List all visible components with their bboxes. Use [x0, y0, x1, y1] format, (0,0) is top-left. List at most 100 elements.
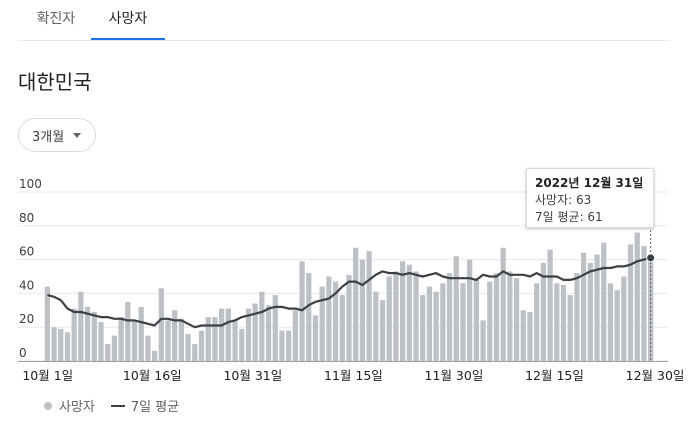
bar [433, 291, 439, 361]
bar [513, 278, 520, 361]
bar [138, 306, 144, 361]
bar [520, 310, 526, 361]
bar [252, 303, 258, 361]
x-tick-label: 12월 30일 [626, 368, 685, 383]
bar [446, 273, 453, 361]
bar [460, 283, 466, 361]
period-selected: 3개월 [32, 129, 65, 145]
chart-tooltip: 2022년 12월 31일 사망자: 63 7일 평균: 61 [526, 168, 654, 228]
bar [386, 276, 392, 361]
bar [312, 315, 319, 361]
bar [272, 295, 278, 361]
x-tick-label: 12월 15일 [525, 368, 584, 383]
x-tick-label: 10월 31일 [223, 368, 282, 383]
bar [534, 283, 540, 361]
bar [641, 246, 647, 361]
bar [420, 295, 426, 361]
bar [319, 286, 325, 361]
region-title: 대한민국 [18, 70, 92, 94]
bar [379, 300, 386, 361]
bar [205, 317, 211, 361]
bar [158, 288, 164, 361]
deaths-chart: 0 20 40 60 80 100 10월 1일 10월 16일 10월 31일 11월 15일 1… [18, 174, 685, 383]
bar [621, 276, 627, 361]
bar [400, 261, 406, 361]
bar [426, 286, 433, 361]
bar [614, 290, 620, 361]
bar [406, 264, 412, 361]
x-tick-label: 10월 1일 [22, 368, 73, 383]
caret-down-icon [73, 132, 82, 138]
bar [339, 295, 345, 361]
tooltip-deaths: 사망자: 63 [535, 193, 592, 207]
bar [581, 252, 587, 361]
bar [306, 273, 312, 361]
bar [527, 311, 533, 361]
bar [198, 330, 205, 361]
average-line [47, 256, 651, 329]
bar [547, 249, 553, 361]
bar [185, 333, 191, 361]
bar [51, 327, 57, 361]
bar [178, 318, 185, 361]
bar [44, 286, 50, 361]
legend-bars-label: 사망자 [59, 400, 95, 415]
bar [346, 274, 352, 361]
bar [601, 242, 607, 361]
bar [607, 283, 614, 361]
bar [453, 256, 459, 361]
bar [467, 259, 473, 361]
bar [225, 308, 231, 361]
bar [627, 244, 634, 361]
tab-deaths[interactable]: 사망자 [91, 8, 165, 40]
bar [594, 254, 600, 361]
bar [359, 259, 366, 361]
bar [507, 271, 513, 361]
bar [366, 251, 372, 361]
bar [151, 350, 158, 361]
bar [567, 295, 573, 361]
bar [413, 271, 419, 361]
bar [480, 320, 486, 361]
x-tick-label: 11월 30일 [425, 368, 484, 383]
period-dropdown[interactable]: 3개월 [18, 118, 96, 152]
bar [332, 281, 339, 361]
bar [292, 310, 298, 361]
y-tick-label: 80 [19, 211, 34, 225]
legend-line-label: 7일 평균 [130, 400, 180, 415]
bar [279, 330, 285, 361]
bar [239, 328, 245, 361]
tooltip-date: 2022년 12월 31일 [535, 176, 644, 190]
bar [286, 330, 292, 361]
bar [111, 335, 117, 361]
bar [554, 283, 560, 361]
tab-confirmed[interactable]: 확진자 [36, 11, 76, 27]
bar [634, 232, 640, 361]
bar [232, 320, 238, 361]
bar [540, 262, 547, 361]
bar [326, 276, 332, 361]
tab-bar: 확진자 사망자 [18, 0, 670, 41]
bar [165, 320, 171, 361]
y-tick-label: 100 [19, 177, 42, 191]
y-tick-label: 0 [19, 346, 27, 360]
bar [118, 317, 124, 361]
bar [493, 273, 500, 361]
bar [560, 284, 567, 361]
bar [473, 279, 479, 361]
bar [500, 247, 506, 361]
bar [440, 283, 446, 361]
bar [172, 310, 178, 361]
bar [245, 308, 252, 361]
y-tick-label: 40 [19, 278, 34, 292]
bar [58, 328, 64, 361]
bar [145, 335, 151, 361]
bar [84, 306, 91, 361]
bar [78, 291, 84, 361]
y-tick-label: 20 [19, 312, 34, 326]
tooltip-average: 7일 평균: 61 [535, 210, 603, 224]
bar [105, 344, 111, 361]
x-tick-label: 10월 16일 [123, 368, 182, 383]
bar [219, 308, 225, 361]
bar [587, 262, 593, 361]
